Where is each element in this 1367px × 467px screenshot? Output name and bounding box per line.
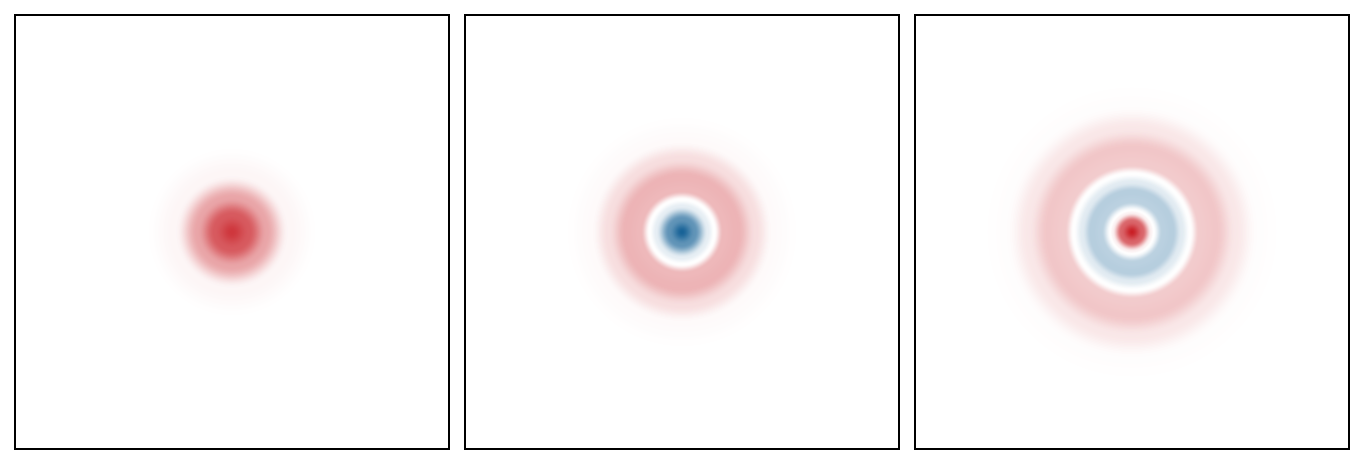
heatmap-panel-3 — [914, 14, 1350, 450]
heatmap-canvas-2 — [466, 16, 898, 448]
heatmap-panel-1 — [14, 14, 450, 450]
heatmap-panel-2 — [464, 14, 900, 450]
heatmap-canvas-3 — [916, 16, 1348, 448]
heatmap-canvas-1 — [16, 16, 448, 448]
